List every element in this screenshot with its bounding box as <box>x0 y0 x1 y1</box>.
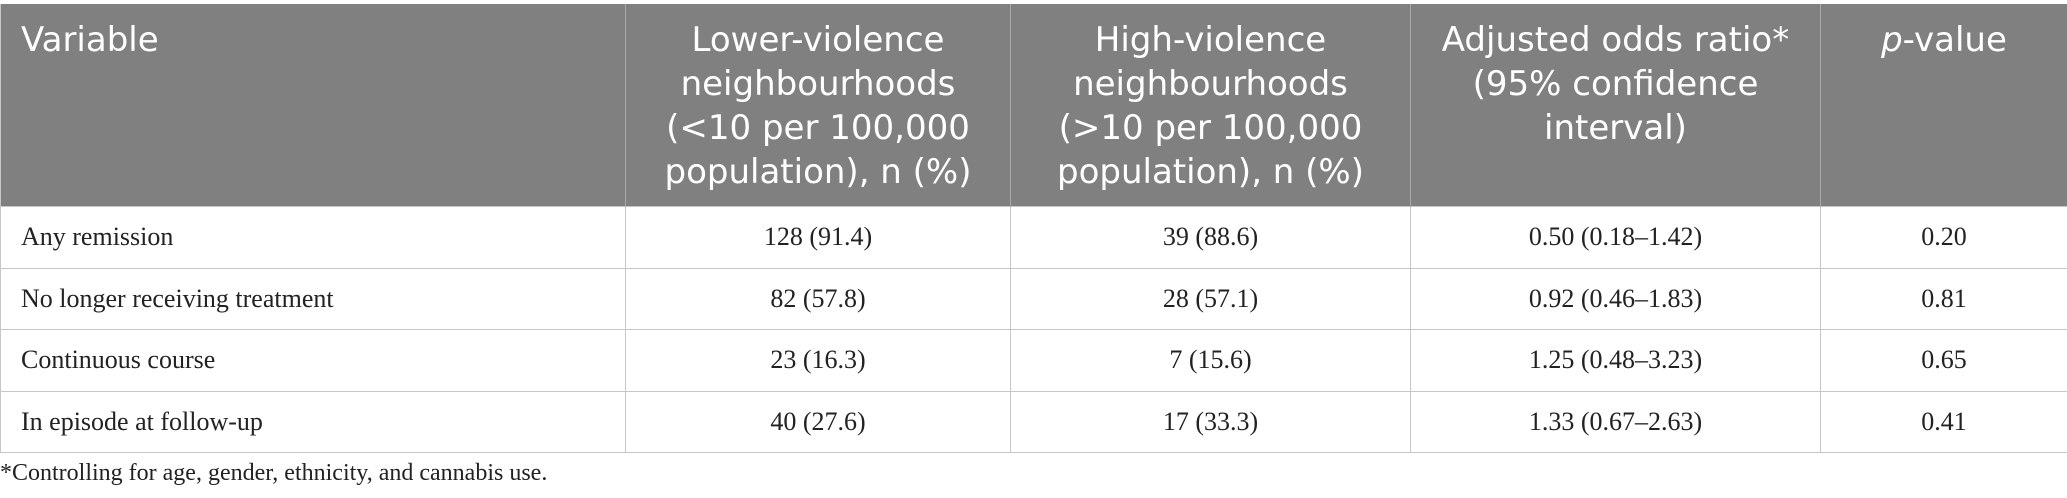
cell-p-value: 0.41 <box>1820 390 2067 453</box>
cell-p-value: 0.81 <box>1820 267 2067 330</box>
table-header-row: Variable Lower-violence neighbourhoods (… <box>0 4 2067 207</box>
header-lower-violence: Lower-violence neighbourhoods (<10 per 1… <box>625 4 1011 207</box>
cell-variable: Continuous course <box>0 329 626 392</box>
cell-variable: Any remission <box>0 206 626 269</box>
cell-odds-ratio: 0.50 (0.18–1.42) <box>1410 206 1821 269</box>
cell-lower-violence: 128 (91.4) <box>625 206 1011 269</box>
header-high-violence: High-violence neighbourhoods (>10 per 10… <box>1010 4 1411 207</box>
results-table-container: Variable Lower-violence neighbourhoods (… <box>0 4 2067 453</box>
table-footnote: *Controlling for age, gender, ethnicity,… <box>0 460 548 486</box>
cell-p-value: 0.20 <box>1820 206 2067 269</box>
header-adjusted-odds-ratio: Adjusted odds ratio* (95% confidence int… <box>1410 4 1821 207</box>
cell-high-violence: 39 (88.6) <box>1010 206 1411 269</box>
header-p-value-italic: p <box>1881 20 1903 60</box>
cell-odds-ratio: 1.25 (0.48–3.23) <box>1410 329 1821 392</box>
cell-high-violence: 17 (33.3) <box>1010 390 1411 453</box>
results-table: Variable Lower-violence neighbourhoods (… <box>0 4 2067 453</box>
header-variable: Variable <box>0 4 626 207</box>
table-row: In episode at follow-up 40 (27.6) 17 (33… <box>0 390 2067 453</box>
cell-lower-violence: 82 (57.8) <box>625 267 1011 330</box>
cell-odds-ratio: 1.33 (0.67–2.63) <box>1410 390 1821 453</box>
header-p-value-rest: -value <box>1902 20 2007 60</box>
table-row: Any remission 128 (91.4) 39 (88.6) 0.50 … <box>0 206 2067 269</box>
cell-variable: In episode at follow-up <box>0 390 626 453</box>
cell-lower-violence: 23 (16.3) <box>625 329 1011 392</box>
cell-odds-ratio: 0.92 (0.46–1.83) <box>1410 267 1821 330</box>
table-row: No longer receiving treatment 82 (57.8) … <box>0 267 2067 330</box>
cell-lower-violence: 40 (27.6) <box>625 390 1011 453</box>
cell-high-violence: 28 (57.1) <box>1010 267 1411 330</box>
cell-high-violence: 7 (15.6) <box>1010 329 1411 392</box>
header-p-value: p-value <box>1820 4 2067 207</box>
cell-variable: No longer receiving treatment <box>0 267 626 330</box>
cell-p-value: 0.65 <box>1820 329 2067 392</box>
table-row: Continuous course 23 (16.3) 7 (15.6) 1.2… <box>0 329 2067 392</box>
